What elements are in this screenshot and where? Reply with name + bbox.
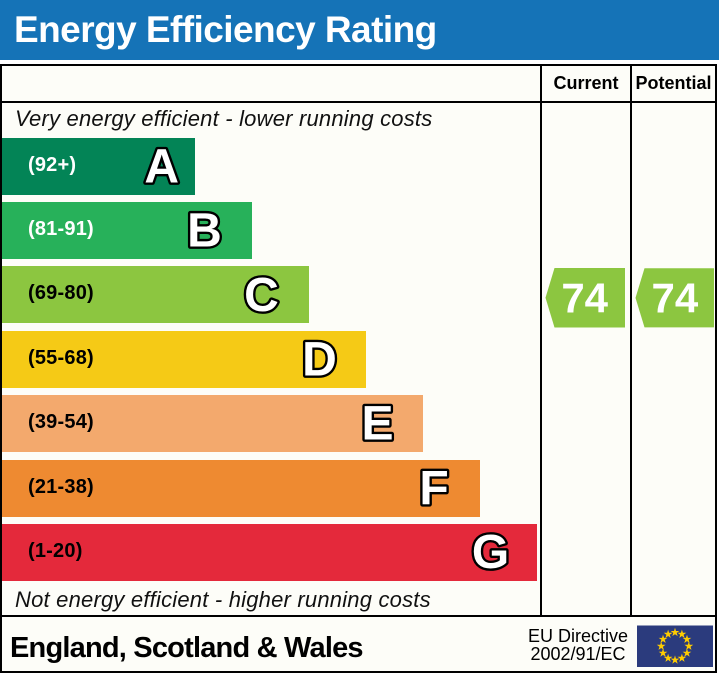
svg-text:G: G <box>472 526 509 579</box>
svg-text:74: 74 <box>561 275 608 322</box>
svg-text:E: E <box>361 397 393 450</box>
svg-text:A: A <box>144 140 179 193</box>
svg-text:B: B <box>187 204 222 257</box>
svg-text:D: D <box>302 333 337 386</box>
svg-text:74: 74 <box>652 275 699 322</box>
svg-text:C: C <box>244 269 279 322</box>
svg-text:F: F <box>419 462 448 515</box>
